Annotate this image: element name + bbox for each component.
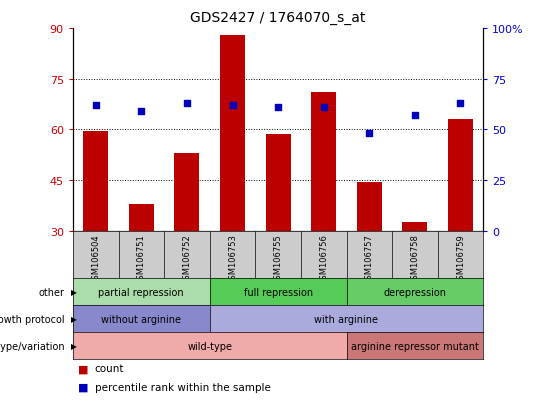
- Text: ■: ■: [78, 382, 89, 392]
- Bar: [129, 204, 154, 231]
- Text: GSM106756: GSM106756: [319, 234, 328, 285]
- Bar: [448, 120, 473, 231]
- Point: [183, 100, 191, 107]
- Text: GSM106751: GSM106751: [137, 234, 146, 284]
- Text: with arginine: with arginine: [314, 314, 379, 324]
- Text: ▶: ▶: [71, 315, 77, 323]
- Bar: [83, 132, 108, 231]
- Text: GSM106752: GSM106752: [183, 234, 191, 284]
- Point: [365, 131, 374, 138]
- Text: ▶: ▶: [71, 342, 77, 350]
- Point: [137, 109, 146, 115]
- Text: without arginine: without arginine: [102, 314, 181, 324]
- Text: arginine repressor mutant: arginine repressor mutant: [351, 341, 479, 351]
- Text: partial repression: partial repression: [98, 287, 184, 297]
- Text: derepression: derepression: [383, 287, 447, 297]
- Bar: [357, 183, 382, 231]
- Point: [319, 104, 328, 111]
- Text: genotype/variation: genotype/variation: [0, 341, 65, 351]
- Point: [410, 113, 419, 119]
- Bar: [402, 223, 428, 231]
- Text: ■: ■: [78, 363, 89, 373]
- Point: [228, 102, 237, 109]
- Text: GSM106757: GSM106757: [365, 234, 374, 285]
- Text: ▶: ▶: [71, 288, 77, 297]
- Text: GSM106753: GSM106753: [228, 234, 237, 285]
- Text: GSM106504: GSM106504: [91, 234, 100, 284]
- Text: full repression: full repression: [244, 287, 313, 297]
- Text: count: count: [94, 363, 124, 373]
- Text: wild-type: wild-type: [187, 341, 232, 351]
- Text: GSM106755: GSM106755: [274, 234, 282, 284]
- Bar: [311, 93, 336, 231]
- Title: GDS2427 / 1764070_s_at: GDS2427 / 1764070_s_at: [191, 11, 366, 25]
- Text: percentile rank within the sample: percentile rank within the sample: [94, 382, 271, 392]
- Point: [274, 104, 282, 111]
- Text: GSM106759: GSM106759: [456, 234, 465, 284]
- Bar: [220, 36, 245, 231]
- Point: [91, 102, 100, 109]
- Bar: [174, 154, 199, 231]
- Text: growth protocol: growth protocol: [0, 314, 65, 324]
- Text: other: other: [39, 287, 65, 297]
- Text: GSM106758: GSM106758: [410, 234, 420, 285]
- Point: [456, 100, 465, 107]
- Bar: [266, 135, 291, 231]
